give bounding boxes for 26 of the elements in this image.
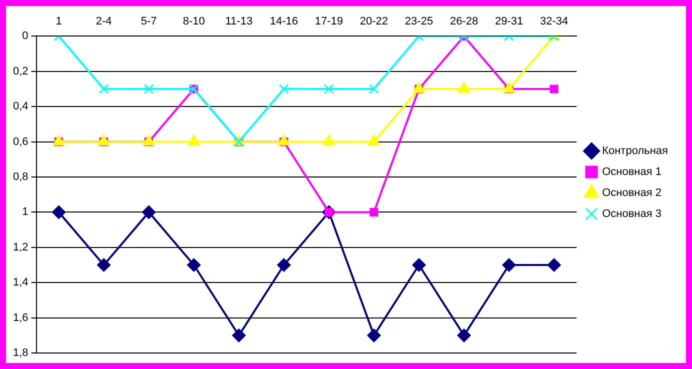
y-tick-label: 0,6 xyxy=(12,136,28,148)
y-tick-label: 0,4 xyxy=(12,100,28,113)
legend-label: Основная 2 xyxy=(602,187,662,200)
y-tick-label: 1,8 xyxy=(12,347,28,360)
x-tick-label: 8-10 xyxy=(182,16,205,28)
y-tick-label: 0 xyxy=(22,30,28,42)
x-tick-label: 11-13 xyxy=(225,16,253,28)
x-tick-label: 5-7 xyxy=(140,16,157,28)
x-tick-label: 26-28 xyxy=(450,16,478,28)
y-tick-label: 1 xyxy=(22,206,28,218)
legend-label: Основная 1 xyxy=(602,166,662,178)
x-tick-label: 17-19 xyxy=(314,16,344,28)
legend-label: Контрольная xyxy=(602,145,668,158)
y-tick-label: 1,2 xyxy=(12,241,28,254)
x-tick-label: 20-22 xyxy=(360,16,388,28)
x-tick-label: 1 xyxy=(56,16,62,28)
x-tick-label: 23-25 xyxy=(404,16,434,28)
y-tick-label: 1,4 xyxy=(12,276,28,289)
y-tick-label: 0,8 xyxy=(12,171,28,184)
y-tick-label: 1,6 xyxy=(12,312,28,324)
x-tick-label: 2-4 xyxy=(96,16,112,28)
x-tick-label: 14-16 xyxy=(270,16,298,28)
x-tick-label: 29-31 xyxy=(494,16,524,28)
y-tick-label: 0,2 xyxy=(12,65,28,78)
x-tick-label: 32-34 xyxy=(540,16,568,28)
legend-label: Основная 3 xyxy=(602,208,662,220)
